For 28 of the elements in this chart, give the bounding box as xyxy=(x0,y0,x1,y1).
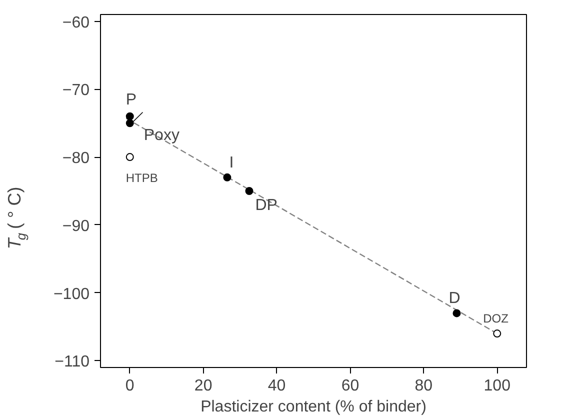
y-axis-title: Tg ( ° C) xyxy=(4,186,28,250)
x-tick-label: 0 xyxy=(125,378,134,394)
x-tick-label: 40 xyxy=(268,378,286,394)
annotation: HTPB xyxy=(126,171,158,186)
annotation: Poxy xyxy=(144,127,180,144)
point xyxy=(126,119,134,128)
annotation: DOZ xyxy=(483,312,508,326)
annotation: P xyxy=(126,91,137,108)
y-tick-label: −100 xyxy=(53,286,90,303)
point xyxy=(126,153,134,162)
x-tick-label: 60 xyxy=(341,378,360,394)
annotation: DP xyxy=(255,197,278,214)
y-tick-label: −60 xyxy=(62,14,90,32)
point xyxy=(126,112,134,120)
x-tick-label: 80 xyxy=(414,378,433,394)
point xyxy=(245,187,254,195)
point xyxy=(493,330,502,338)
x-tick-label: 100 xyxy=(484,378,511,394)
point xyxy=(452,309,461,318)
y-tick-label: −110 xyxy=(54,354,90,371)
x-tick-label: 20 xyxy=(194,378,212,394)
y-tick-label: −80 xyxy=(62,150,90,168)
y-tick-label: −70 xyxy=(62,82,90,100)
x-axis-title: Plasticizer content (% of binder) xyxy=(200,398,426,416)
annotation: I xyxy=(229,154,234,172)
point xyxy=(223,173,232,182)
annotation: D xyxy=(448,290,460,308)
y-tick-label: −90 xyxy=(62,218,90,235)
